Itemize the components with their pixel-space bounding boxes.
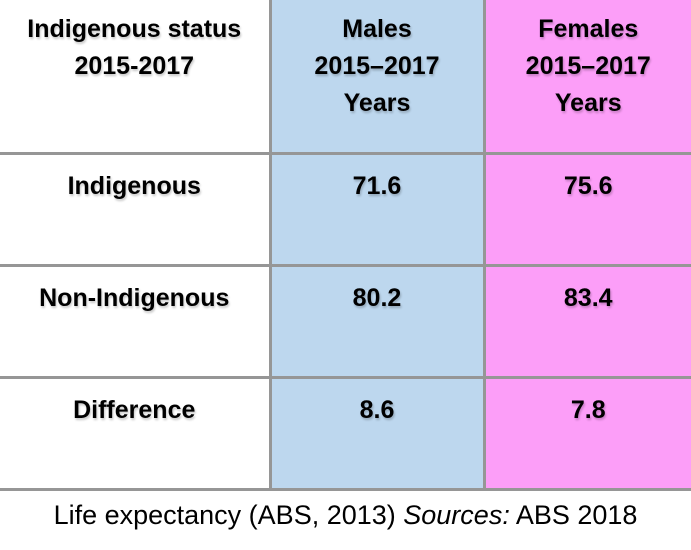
header-line: Females — [538, 15, 639, 43]
header-cell-males: Males 2015–2017 Years — [270, 0, 486, 155]
value-indigenous-males: 71.6 — [270, 153, 486, 267]
row-label-difference: Difference — [0, 377, 272, 491]
header-cell-females: Females 2015–2017 Years — [484, 0, 691, 155]
header-line: Years — [343, 89, 411, 117]
table-row-non-indigenous: Non-Indigenous 80.2 83.4 — [0, 265, 691, 379]
life-expectancy-table: Indigenous status 2015-2017 Males 2015–2… — [0, 0, 691, 491]
table-row-indigenous: Indigenous 71.6 75.6 — [0, 153, 691, 267]
row-label-non-indigenous: Non-Indigenous — [0, 265, 272, 379]
header-cell-indigenous-status: Indigenous status 2015-2017 — [0, 0, 272, 155]
value-difference-males: 8.6 — [270, 377, 486, 491]
value-indigenous-females: 75.6 — [484, 153, 691, 267]
table-caption: Life expectancy (ABS, 2013) Sources: ABS… — [0, 491, 691, 541]
header-line: 2015–2017 — [314, 52, 440, 80]
caption-source-text: ABS 2018 — [509, 499, 638, 530]
header-line: Males — [342, 15, 412, 43]
header-line: Years — [554, 89, 622, 117]
row-label-indigenous: Indigenous — [0, 153, 272, 267]
table-row-difference: Difference 8.6 7.8 — [0, 377, 691, 491]
table-header-row: Indigenous status 2015-2017 Males 2015–2… — [0, 0, 691, 155]
header-line: Indigenous status — [27, 15, 242, 43]
value-non-indigenous-females: 83.4 — [484, 265, 691, 379]
header-line: 2015-2017 — [74, 52, 195, 80]
caption-text: Life expectancy (ABS, 2013) — [53, 499, 404, 530]
value-difference-females: 7.8 — [484, 377, 691, 491]
value-non-indigenous-males: 80.2 — [270, 265, 486, 379]
caption-sources-label: Sources: — [403, 499, 510, 530]
header-line: 2015–2017 — [525, 52, 651, 80]
